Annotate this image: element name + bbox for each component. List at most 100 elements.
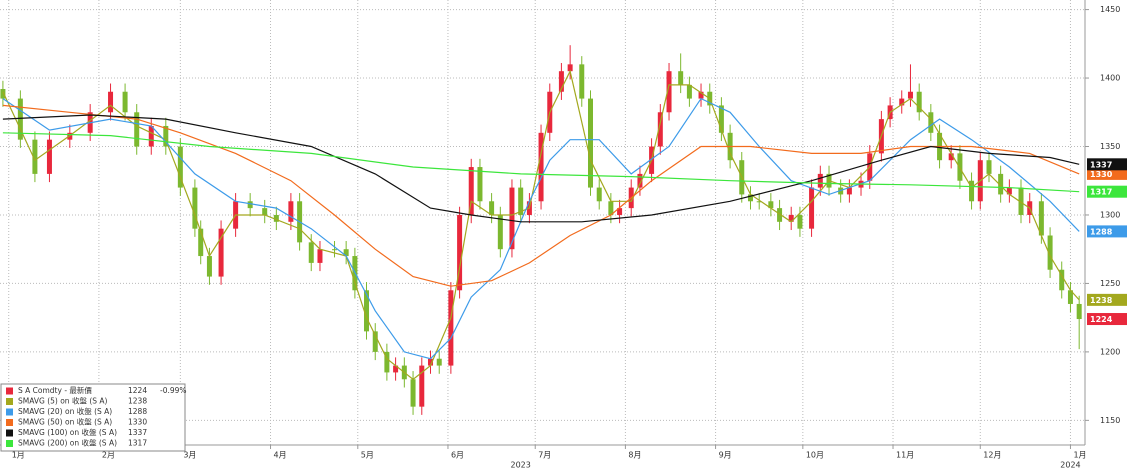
legend-swatch [6, 419, 13, 426]
legend-label: SMAVG (200) on 收盤 (S A) [18, 438, 117, 448]
candle-body [384, 351, 390, 373]
candle-body [163, 125, 169, 147]
legend-value: 1238 [128, 397, 147, 406]
candle-body [698, 91, 704, 99]
price-tag [1087, 293, 1127, 306]
legend-label: SMAVG (50) on 收盤 (S A) [18, 417, 112, 427]
x-tick-label: 10月 [806, 451, 824, 460]
candle-body [198, 228, 204, 257]
plot [0, 45, 1082, 415]
price-tag [1087, 158, 1127, 171]
x-tick-label: 6月 [451, 451, 464, 460]
candle-body [1059, 269, 1065, 291]
candle-body [17, 98, 23, 140]
moving-average-line [2, 97, 1080, 360]
x-tick-label: 11月 [896, 451, 914, 460]
candle-body [393, 365, 399, 373]
candle-body [206, 256, 212, 277]
candle-body [777, 208, 783, 222]
candle-body [364, 290, 370, 332]
price-tag-label: 1317 [1090, 188, 1112, 197]
x-tick-label: 4月 [274, 451, 287, 460]
candle-body [1076, 303, 1082, 320]
y-tick-label: 1250 [1100, 279, 1120, 288]
candle-body [718, 105, 724, 133]
candle-body [666, 71, 672, 113]
candle-body [608, 201, 614, 215]
candle-body [509, 187, 515, 250]
candle-body [657, 112, 663, 147]
candle-body [567, 64, 573, 72]
y-tick-label: 1350 [1100, 142, 1120, 151]
candle-body [46, 139, 52, 174]
candle-body [1067, 290, 1073, 304]
year-label: 2024 [1060, 461, 1080, 470]
candle-body [308, 242, 314, 263]
legend-value: 1337 [128, 428, 147, 437]
candle-body [1018, 187, 1024, 215]
legend-value: 1288 [128, 407, 147, 416]
y-tick-label: 1300 [1100, 210, 1120, 219]
legend-change: -0.99% [160, 386, 187, 395]
candle-body [497, 214, 503, 250]
year-label: 2023 [511, 461, 531, 470]
candle-body [108, 91, 114, 113]
candle-body [477, 167, 483, 202]
x-tick-label: 12月 [983, 451, 1001, 460]
candle-body [846, 187, 852, 195]
candle-body [986, 160, 992, 174]
moving-average-line [2, 132, 1080, 193]
legend-value: 1317 [128, 439, 147, 448]
candle-body [0, 89, 6, 99]
candle-body [809, 187, 815, 229]
candle-body [317, 249, 323, 263]
candle-body [273, 214, 279, 222]
legend-swatch [6, 429, 13, 437]
legend-value: 1330 [128, 418, 147, 427]
legend-label: SMAVG (100) on 收盤 (S A) [18, 427, 117, 437]
x-tick-label: 9月 [719, 451, 732, 460]
candle-body [410, 379, 416, 407]
legend-swatch [6, 398, 13, 405]
legend-swatch [6, 387, 13, 395]
candle-body [177, 146, 183, 188]
candle-body [538, 132, 544, 202]
candle-body [262, 208, 268, 215]
candle-body [448, 290, 454, 366]
x-tick-label: 5月 [361, 451, 374, 460]
candle-body [247, 201, 253, 209]
candle-body [148, 125, 154, 147]
candle-body [428, 358, 434, 366]
candle-body [372, 331, 378, 352]
candle-body [122, 91, 128, 113]
legend-label: S A Comdty - 最新價 [18, 385, 92, 395]
candle-body [332, 249, 338, 251]
candle-body [192, 187, 198, 229]
candle-body [489, 201, 495, 215]
candle-body [747, 194, 753, 202]
candle-body [218, 228, 224, 277]
candle-body [678, 71, 684, 85]
candle-body [817, 173, 823, 188]
candle-body [343, 249, 349, 257]
candle-body [587, 98, 593, 188]
candle-body [617, 208, 623, 215]
moving-average-line [2, 114, 1080, 223]
legend-label: SMAVG (20) on 收盤 (S A) [18, 406, 112, 416]
price-tag-label: 1224 [1090, 315, 1113, 324]
candle-body [1006, 187, 1012, 195]
candle-body [436, 358, 442, 366]
price-tag [1087, 185, 1127, 198]
candle-body [468, 167, 474, 215]
candle-body [928, 112, 934, 133]
candle-body [457, 214, 463, 291]
legend-label: SMAVG (5) on 收盤 (S A) [18, 396, 108, 406]
candle-body [1047, 235, 1053, 270]
candle-body [797, 214, 803, 229]
candle-body [768, 201, 774, 209]
candle-body [686, 84, 692, 99]
legend-box [0, 383, 186, 452]
moving-average-line [2, 69, 1080, 381]
x-tick-label: 3月 [183, 451, 196, 460]
